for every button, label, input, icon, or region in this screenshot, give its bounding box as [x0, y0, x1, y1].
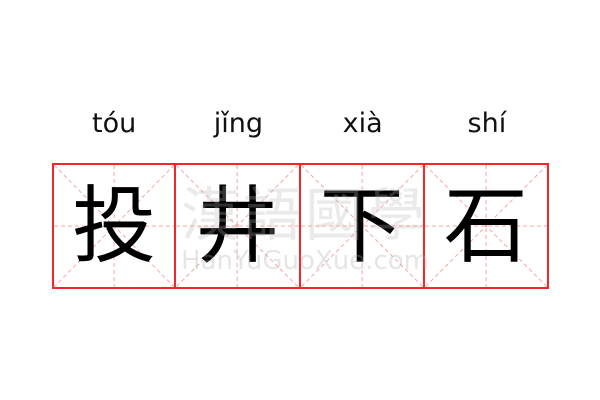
character-3: 下: [319, 177, 404, 275]
pinyin-3: xià: [342, 108, 383, 139]
pinyin-4: shí: [467, 108, 507, 139]
character-cell: 投: [52, 163, 177, 289]
pinyin-2: jǐng: [213, 108, 263, 139]
guide-lines-icon: [425, 165, 547, 287]
pinyin-1: tóu: [92, 108, 137, 139]
character-cell: 石: [424, 163, 549, 289]
character-grid: 投 井 下 石: [52, 163, 549, 289]
pinyin-row: tóu jǐng xià shí: [52, 108, 549, 139]
character-cell: 井: [176, 163, 301, 289]
character-2: 井: [195, 177, 280, 275]
guide-lines-icon: [54, 165, 174, 287]
guide-lines-icon: [176, 165, 298, 287]
character-4: 石: [443, 177, 528, 275]
character-1: 投: [72, 177, 157, 275]
character-cell: 下: [300, 163, 425, 289]
guide-lines-icon: [301, 165, 423, 287]
